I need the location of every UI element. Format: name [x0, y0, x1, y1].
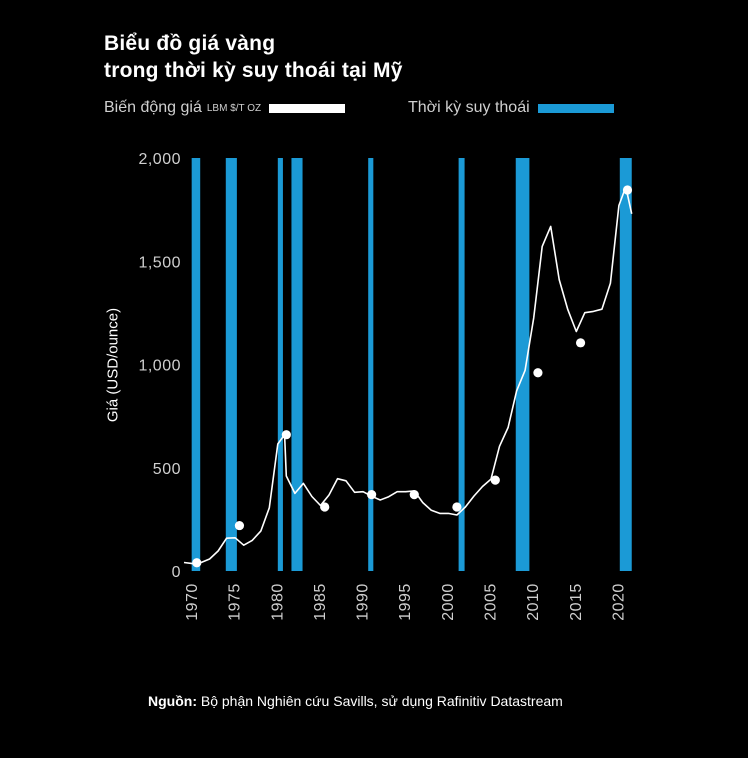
price-marker — [409, 489, 419, 500]
recession-bar — [368, 158, 374, 571]
recession-bar — [619, 158, 632, 571]
recession-bar — [515, 158, 530, 571]
source-note: Nguồn: Bộ phận Nghiên cứu Savills, sử dụ… — [148, 693, 563, 709]
x-tick-label: 1970 — [184, 583, 201, 621]
y-axis-title: Giá (USD/ounce) — [105, 308, 122, 422]
y-tick-label: 500 — [153, 461, 181, 478]
x-tick-label: 1990 — [355, 583, 372, 621]
chart-title: Biểu đồ giá vàng trong thời kỳ suy thoái… — [104, 30, 403, 84]
source-text: Bộ phận Nghiên cứu Savills, sử dụng Rafi… — [200, 693, 563, 709]
price-marker — [452, 502, 462, 512]
title-line-1: Biểu đồ giá vàng — [104, 32, 276, 55]
x-tick-label: 2020 — [610, 583, 627, 621]
price-marker — [490, 475, 500, 485]
legend-recession-swatch — [537, 103, 614, 113]
legend-recession-label: Thời kỳ suy thoái — [408, 99, 530, 116]
price-marker — [575, 338, 586, 348]
price-marker — [320, 502, 330, 512]
recession-bar — [458, 158, 465, 571]
price-marker — [234, 520, 245, 531]
x-tick-label: 1995 — [397, 583, 414, 621]
recession-bar — [191, 158, 201, 571]
price-marker — [367, 489, 377, 500]
legend-price-label: Biến động giá — [104, 99, 202, 116]
x-tick-label: 1980 — [269, 583, 286, 621]
price-marker — [622, 185, 633, 195]
price-marker — [281, 430, 291, 440]
recession-bar — [291, 158, 303, 571]
legend-recession: Thời kỳ suy thoái — [408, 97, 614, 119]
x-tick-label: 2000 — [440, 583, 457, 621]
price-marker — [533, 368, 543, 378]
price-series-line — [183, 186, 633, 565]
legend-line-swatch — [269, 103, 346, 113]
x-tick-label: 1975 — [227, 583, 244, 621]
recession-bar — [277, 158, 283, 571]
y-tick-label: 0 — [172, 564, 181, 581]
x-tick-label: 2005 — [483, 583, 500, 621]
source-label: Nguồn: — [148, 693, 197, 709]
legend-price-unit: LBM $/T OZ — [206, 102, 262, 114]
x-tick-label: 2015 — [568, 583, 585, 621]
price-marker — [192, 558, 202, 568]
legend-price: Biến động giá LBM $/T OZ — [104, 97, 346, 119]
x-tick-label: 1985 — [312, 583, 329, 621]
y-tick-label: 1,000 — [138, 358, 181, 375]
x-tick-label: 2010 — [525, 583, 542, 621]
title-line-2: trong thời kỳ suy thoái tại Mỹ — [104, 59, 403, 82]
y-tick-label: 2,000 — [138, 151, 181, 168]
recession-bar — [225, 158, 237, 571]
y-tick-label: 1,500 — [138, 254, 181, 271]
